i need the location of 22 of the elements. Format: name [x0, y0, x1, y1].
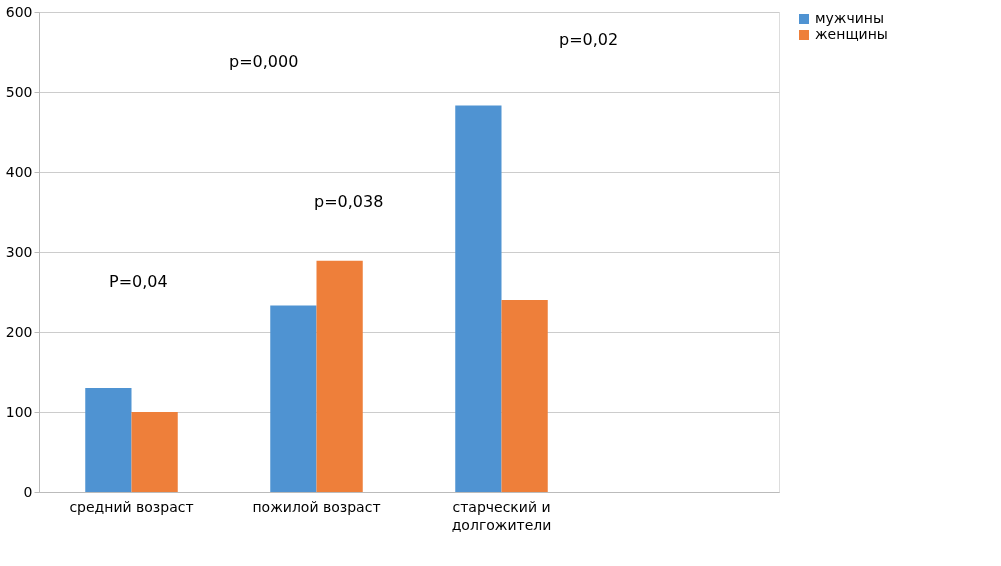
y-tick-label: 600	[5, 3, 33, 20]
y-tick-label: 400	[5, 163, 33, 180]
y-tick-label: 0	[23, 483, 33, 500]
bar	[131, 412, 178, 492]
bar	[316, 260, 363, 492]
annotation: p=0,000	[229, 52, 299, 71]
annotation: p=0,038	[314, 192, 384, 211]
legend-label: мужчины	[815, 10, 885, 26]
legend-label: женщины	[815, 26, 888, 42]
y-tick-label: 300	[5, 243, 33, 260]
x-tick-label: пожилой возраст	[252, 498, 381, 515]
annotation: P=0,04	[109, 272, 168, 291]
bar	[455, 105, 502, 492]
bar	[270, 305, 317, 492]
y-tick-label: 500	[5, 83, 33, 100]
annotation: p=0,02	[559, 30, 619, 49]
x-tick-label: старческий и долгожители	[451, 498, 552, 533]
bar	[501, 300, 548, 492]
x-tick-label: средний возраст	[69, 498, 194, 515]
y-tick-label: 100	[5, 403, 33, 420]
bar	[85, 388, 132, 492]
y-tick-label: 200	[5, 323, 33, 340]
